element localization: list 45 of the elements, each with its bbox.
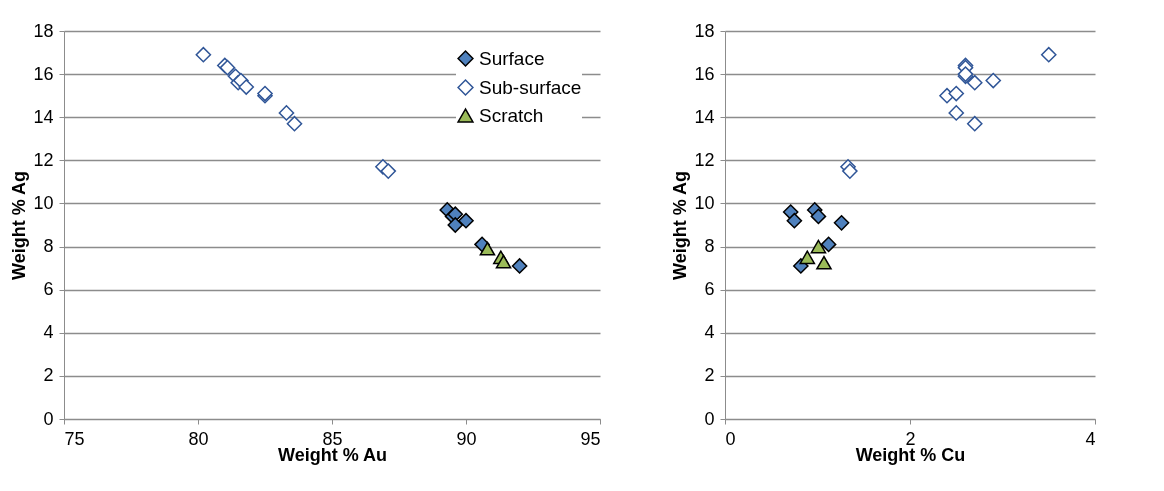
y-tick-label: 6 <box>43 279 54 300</box>
x-tick-label: 0 <box>725 428 736 449</box>
legend-label: Surface <box>479 47 545 69</box>
y-tick-label: 10 <box>33 192 54 213</box>
y-tick-label: 16 <box>694 63 715 84</box>
point <box>816 255 832 270</box>
point <box>810 239 827 254</box>
point <box>966 115 983 132</box>
y-tick-label: 14 <box>694 106 715 127</box>
y-tick-label: 8 <box>43 236 54 257</box>
y-tick-label: 12 <box>33 149 54 170</box>
y-tick-label: 2 <box>43 365 54 386</box>
y-tick-label: 0 <box>43 408 54 429</box>
y-tick-label: 6 <box>704 279 715 300</box>
y-tick-label: 10 <box>694 192 715 213</box>
y-tick-label: 4 <box>704 322 715 343</box>
y-tick-label: 0 <box>704 408 715 429</box>
y-tick-label: 4 <box>43 322 54 343</box>
y-tick-label: 16 <box>33 63 54 84</box>
x-tick-label: 90 <box>456 428 477 449</box>
y-tick-label: 8 <box>704 236 715 257</box>
point <box>985 72 1002 89</box>
y-tick-label: 18 <box>33 20 54 41</box>
point <box>833 215 850 231</box>
point <box>948 85 965 102</box>
y-tick-label: 14 <box>33 106 54 127</box>
point <box>786 212 803 229</box>
point <box>842 163 858 179</box>
x-tick-label: 80 <box>188 428 209 449</box>
y-tick-label: 2 <box>704 365 715 386</box>
y-tick-label: 18 <box>694 20 715 41</box>
point <box>966 74 983 91</box>
x-tick-label: 75 <box>64 428 85 449</box>
point <box>1040 46 1057 63</box>
y-axis-title: Weight % Ag <box>670 171 691 280</box>
y-tick-label: 12 <box>694 149 715 170</box>
x-tick-label: 95 <box>580 428 601 449</box>
legend-label: Scratch <box>479 104 544 126</box>
point <box>799 250 816 265</box>
point <box>948 105 965 121</box>
point <box>820 236 837 253</box>
legend-label: Sub-surface <box>479 76 582 98</box>
y-axis-title: Weight % Ag <box>9 171 30 280</box>
x-tick-label: 4 <box>1085 428 1096 449</box>
point <box>810 208 827 225</box>
